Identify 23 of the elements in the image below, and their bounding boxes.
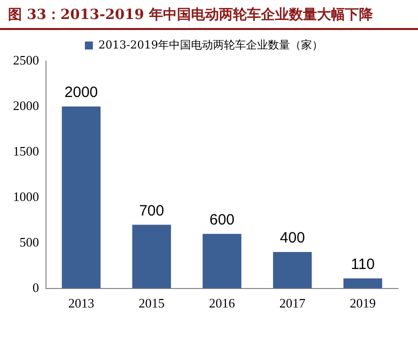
data-label: 700 [139, 202, 164, 220]
data-label: 110 [350, 256, 375, 274]
legend-label: 2013-2019年中国电动两轮车企业数量（家） [98, 38, 324, 52]
x-tick-label: 2015 [138, 296, 165, 311]
y-tick-label: 2500 [13, 52, 39, 68]
x-tick-label: 2017 [279, 296, 306, 311]
x-tick-label: 2016 [209, 296, 236, 311]
y-tick-label: 0 [32, 280, 39, 295]
chart-title: 图 33：2013-2019 年中国电动两轮车企业数量大幅下降 [0, 0, 418, 30]
data-label: 600 [209, 211, 235, 228]
bar [343, 278, 382, 288]
bar [62, 106, 101, 288]
y-tick-label: 500 [20, 234, 39, 250]
bar [132, 224, 171, 288]
x-tick-label: 2013 [68, 296, 94, 311]
x-tick-label: 2019 [350, 296, 376, 311]
y-tick-label: 1500 [13, 143, 39, 158]
bar [273, 252, 312, 288]
y-tick-label: 1000 [13, 188, 39, 204]
data-label: 2000 [64, 84, 98, 102]
bar [202, 234, 242, 288]
data-label: 400 [280, 230, 305, 247]
y-tick-label: 2000 [13, 98, 39, 113]
